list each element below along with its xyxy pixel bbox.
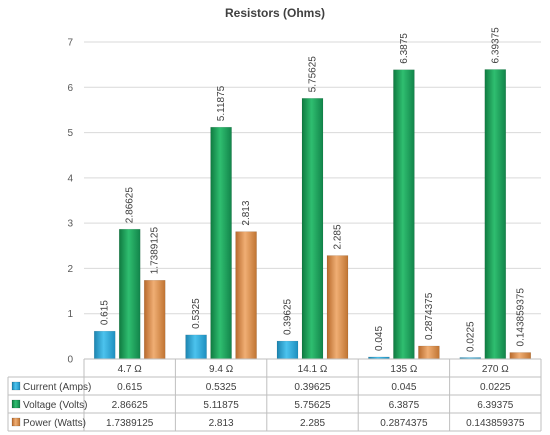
table-cell: 0.615 bbox=[117, 382, 142, 393]
data-label: 0.143859375 bbox=[515, 288, 526, 347]
bar bbox=[326, 255, 349, 360]
data-label: 5.11875 bbox=[216, 85, 227, 121]
y-tick-label: 4 bbox=[67, 173, 73, 184]
bar bbox=[143, 280, 166, 360]
bar bbox=[418, 345, 440, 360]
data-label: 0.2874375 bbox=[424, 292, 435, 340]
legend-label: Voltage (Volts) bbox=[23, 400, 87, 411]
legend-label: Current (Amps) bbox=[23, 382, 91, 393]
data-label: 1.7389125 bbox=[150, 227, 161, 275]
legend-label: Power (Watts) bbox=[23, 418, 86, 429]
data-label: 0.39625 bbox=[283, 298, 294, 335]
table-cell: 2.813 bbox=[209, 418, 234, 429]
y-tick-label: 3 bbox=[67, 219, 73, 230]
y-tick-label: 5 bbox=[67, 128, 73, 139]
y-axis: 0 1 2 3 4 5 6 7 bbox=[67, 38, 73, 366]
data-label: 6.39375 bbox=[490, 27, 501, 64]
data-label: 6.3875 bbox=[399, 33, 410, 64]
data-label: 0.045 bbox=[374, 325, 385, 350]
table-cell: 0.045 bbox=[391, 382, 416, 393]
y-tick-label: 1 bbox=[67, 309, 73, 320]
table-cell: 5.11875 bbox=[203, 400, 239, 411]
bar bbox=[393, 69, 415, 360]
bar bbox=[185, 334, 207, 360]
data-label: 0.5325 bbox=[191, 298, 202, 329]
data-label: 0.0225 bbox=[465, 321, 476, 352]
data-label: 2.86625 bbox=[125, 187, 136, 224]
table-cell: 0.143859375 bbox=[466, 418, 525, 429]
x-tick-label: 135 Ω bbox=[390, 364, 417, 375]
y-tick-label: 0 bbox=[67, 355, 73, 366]
bar bbox=[210, 126, 232, 360]
data-label: 2.285 bbox=[333, 224, 344, 249]
table-cell: 0.5325 bbox=[206, 382, 237, 393]
data-labels: 0.615 0.5325 0.39625 0.045 0.0225 2.86625 5.11… bbox=[100, 27, 527, 352]
legend-key bbox=[11, 417, 21, 427]
bar bbox=[235, 231, 257, 360]
x-tick-label: 14.1 Ω bbox=[298, 364, 328, 375]
legend-key bbox=[11, 381, 21, 391]
y-tick-label: 7 bbox=[67, 38, 73, 49]
y-tick-label: 6 bbox=[67, 83, 73, 94]
data-label: 2.813 bbox=[241, 200, 252, 225]
bar bbox=[276, 340, 299, 360]
data-table: 4.7 Ω 9.4 Ω 14.1 Ω 135 Ω 270 Ω Current (Amps)… bbox=[7, 358, 542, 432]
data-label: 0.615 bbox=[100, 300, 111, 325]
x-tick-label: 9.4 Ω bbox=[209, 364, 234, 375]
table-cell: 5.75625 bbox=[294, 400, 331, 411]
bar bbox=[301, 98, 324, 360]
bar bbox=[93, 330, 116, 360]
chart-title: Resistors (Ohms) bbox=[225, 6, 325, 20]
legend-key bbox=[11, 399, 21, 409]
table-cell: 1.7389125 bbox=[106, 418, 154, 429]
table-cell: 0.39625 bbox=[294, 382, 331, 393]
table-cell: 0.2874375 bbox=[380, 418, 428, 429]
table-cell: 0.0225 bbox=[480, 382, 511, 393]
x-tick-label: 4.7 Ω bbox=[118, 364, 143, 375]
x-tick-label: 270 Ω bbox=[482, 364, 509, 375]
bar bbox=[484, 69, 507, 360]
table-cell: 2.86625 bbox=[112, 400, 149, 411]
table-cell: 2.285 bbox=[300, 418, 325, 429]
bars bbox=[93, 69, 532, 360]
table-cell: 6.39375 bbox=[477, 400, 514, 411]
table-cell: 6.3875 bbox=[389, 400, 420, 411]
bar bbox=[509, 352, 532, 360]
y-tick-label: 2 bbox=[67, 264, 73, 275]
data-label: 5.75625 bbox=[308, 56, 319, 93]
bar bbox=[118, 228, 141, 360]
